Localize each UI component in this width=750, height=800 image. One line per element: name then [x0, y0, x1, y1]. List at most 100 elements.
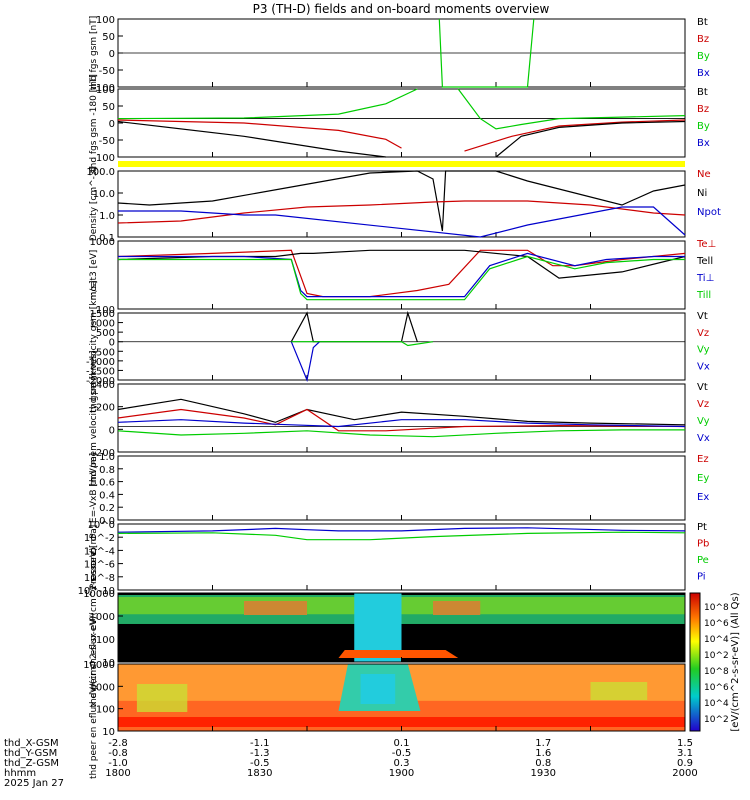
spectrogram-gap-blue — [360, 674, 396, 704]
colorbar-tick-label: 10^2 — [704, 715, 729, 725]
legend-Vz: Vz — [697, 328, 709, 339]
series-Vt-line — [117, 398, 686, 426]
y-tick-label: 1000 — [90, 682, 115, 693]
y-tick-label: 10^-10 — [78, 586, 115, 597]
y-axis-label: thd peim velocity gsm [km/s] — [89, 281, 99, 413]
y-tick-label: 100 — [96, 85, 115, 96]
panel-e_field: 1.0 0.8 0.60.4 0.2 0.0E=-VxB [mV/m] Ez Ey Ex — [89, 452, 709, 527]
y-tick-label: 0.8 — [99, 465, 115, 476]
y-tick-label: 0 — [109, 49, 115, 60]
y-tick-label: 10^-8 — [84, 573, 115, 584]
legend-Ey: Ey — [697, 473, 709, 484]
y-tick-label: 0.0 — [99, 516, 115, 527]
legend-Bx: Bx — [697, 138, 710, 149]
y-axis-label: Density [cm^-3] — [89, 167, 99, 241]
series-Vx-line — [290, 341, 321, 383]
panel-frame — [117, 455, 686, 521]
time-axis-value: 1.6 — [535, 748, 551, 759]
spectrogram-low-energy-red — [338, 650, 459, 658]
time-axis-value: 3.1 — [677, 748, 693, 759]
y-tick-label: 0 — [109, 425, 115, 436]
y-axis-label: thd peem velocity gsm [km/s] — [89, 350, 99, 485]
spectrogram-band-low — [118, 717, 685, 727]
panel-frame — [117, 383, 686, 453]
time-axis-value: -0.5 — [250, 758, 270, 769]
y-tick-label: 10 — [102, 727, 115, 738]
y-tick-label: 10000 — [83, 589, 115, 600]
y-tick-label: 10^-6 — [84, 560, 115, 571]
series-Vy-line — [291, 341, 434, 347]
y-tick-label: 0.2 — [99, 503, 115, 514]
colorbar-strip — [689, 592, 701, 732]
legend-Pe: Pe — [697, 555, 709, 566]
series-Ne-line — [117, 200, 686, 224]
y-tick-label: -1500 — [86, 366, 115, 377]
y-tick-label: -100 — [92, 83, 115, 94]
legend-Tell: Tell — [696, 256, 713, 267]
series-Pi-line — [117, 527, 686, 533]
y-tick-label: 0.4 — [99, 490, 115, 501]
legend-Vt: Vt — [697, 311, 708, 322]
colorbar: 10^8 10^6 10^4 10^2 10^8 10^6 10^4 10^2 [eV/(cm^… — [689, 592, 741, 732]
time-axis-value: -2.8 — [108, 738, 128, 749]
time-axis-value: -0.8 — [108, 748, 128, 759]
time-axis-value: 1900 — [389, 768, 414, 779]
legend-Bz: Bz — [697, 34, 709, 45]
legend-Bt: Bt — [697, 17, 708, 28]
y-tick-label: 100 — [96, 305, 115, 316]
time-axis-value: -1.0 — [108, 758, 128, 769]
y-tick-label: 1000 — [90, 237, 115, 248]
panel-frame — [117, 523, 686, 591]
series-Tell-line — [117, 249, 686, 279]
legend-Vx: Vx — [697, 361, 710, 372]
time-axis-row-label: thd_X-GSM — [4, 738, 59, 749]
panel-frame — [117, 312, 686, 381]
legend-Ni: Ni — [697, 188, 707, 199]
y-tick-label: 10^-2 — [84, 533, 115, 544]
colorbar-tick-label: 10^8 — [704, 603, 729, 613]
y-tick-label: 100.0 — [86, 167, 115, 178]
panel-frame — [117, 240, 686, 310]
y-tick-label: 100 — [96, 15, 115, 26]
time-axis-value: 1930 — [531, 768, 556, 779]
series-Vx-line — [117, 419, 686, 428]
time-axis-value: 0.1 — [394, 738, 410, 749]
series-By-line — [117, 88, 686, 130]
y-axis-label: thd peer en eflux eV/(cm^2-s-sr-eV) — [89, 616, 99, 779]
legend-Vy: Vy — [697, 345, 710, 356]
y-tick-label: 10 — [102, 658, 115, 669]
y-tick-label: 10.0 — [93, 189, 115, 200]
legend-Bx: Bx — [697, 68, 710, 79]
legend-Bz: Bz — [697, 104, 709, 115]
legend-Npot: Npot — [697, 207, 721, 218]
legend-Te: Te⊥ — [696, 239, 716, 250]
spectrogram-hot-2 — [433, 601, 481, 615]
series-Te-line — [117, 249, 686, 298]
series-Vt-line — [290, 310, 418, 343]
series-Vz-line — [117, 408, 686, 432]
legend-Pi: Pi — [697, 572, 706, 583]
time-axis-value: 1.7 — [535, 738, 551, 749]
time-axis-value: -1.3 — [250, 748, 270, 759]
y-tick-label: 1000 — [90, 612, 115, 623]
time-axis-value: -0.5 — [392, 748, 412, 759]
legend-By: By — [697, 51, 710, 62]
colorbar-tick-label: 10^4 — [704, 699, 729, 709]
spectrogram-yellow-2 — [590, 682, 648, 700]
legend-Ti: Ti⊥ — [696, 273, 714, 284]
panel-moments_temp: 1000 100 moat3 [eV] Te⊥ Tell Ti⊥ Till — [89, 237, 716, 316]
date-label: 2025 Jan 27 — [4, 778, 64, 789]
time-axis-value: 1.5 — [677, 738, 693, 749]
time-axis-row-label: hhmm — [4, 768, 36, 779]
colorbar-tick-label: 10^6 — [704, 683, 729, 693]
time-axis-row-label: thd_Z-GSM — [4, 758, 59, 769]
series-Till-line — [118, 255, 685, 301]
y-tick-label: 10^0 — [88, 520, 115, 531]
y-tick-label: 10^-4 — [84, 546, 115, 557]
